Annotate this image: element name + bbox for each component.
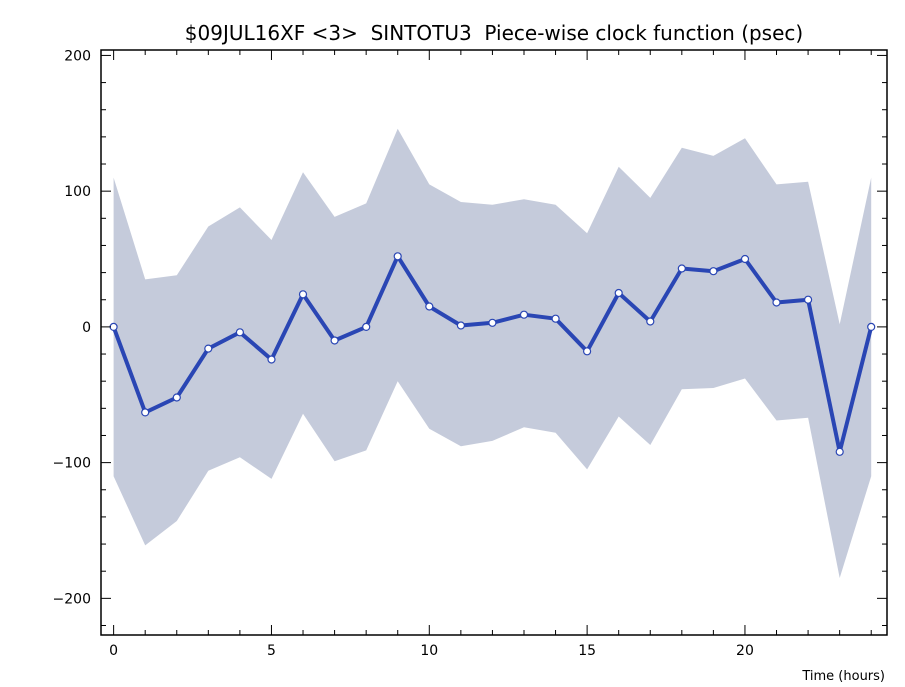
series-layer (109, 252, 876, 456)
data-point (141, 408, 150, 417)
tick-layer: −200 −100 0 100 200 0 5 10 15 20 (53, 48, 887, 659)
data-point (646, 317, 655, 326)
data-point (204, 344, 213, 353)
data-point (740, 254, 750, 264)
data-point (109, 322, 118, 331)
plot-frame (100, 49, 888, 636)
data-point (867, 322, 876, 331)
data-point (772, 298, 781, 307)
x-axis-label: Time (hours) (801, 669, 885, 684)
uncertainty-band (113, 128, 872, 578)
x-tick-label: 15 (578, 643, 596, 659)
data-point (362, 322, 371, 331)
data-point (235, 328, 244, 337)
x-tick-label: 5 (267, 643, 276, 659)
data-point (551, 314, 560, 323)
data-point (582, 347, 592, 356)
data-point (425, 302, 434, 311)
data-point (172, 393, 181, 402)
x-tick-label: 20 (736, 643, 754, 659)
data-point (488, 318, 497, 327)
data-point (709, 267, 718, 276)
x-tick-label: 10 (420, 643, 438, 659)
data-point (677, 264, 686, 273)
data-point (393, 252, 402, 261)
data-point (267, 355, 276, 364)
y-tick-label: 100 (64, 184, 91, 200)
data-point (519, 310, 529, 319)
chart-title: $09JUL16XF <3> SINTOTU3 Piece-wise clock… (185, 21, 803, 45)
data-point (803, 295, 813, 304)
data-point (835, 447, 844, 456)
y-tick-label: 0 (82, 320, 91, 336)
y-tick-label: 200 (64, 48, 91, 64)
data-point (614, 288, 623, 298)
data-point (330, 336, 339, 345)
uncertainty-band-layer (113, 128, 872, 578)
data-point (456, 321, 465, 330)
y-tick-label: −100 (53, 456, 91, 472)
y-tick-label: −200 (53, 591, 91, 607)
x-tick-label: 0 (109, 643, 118, 659)
data-point (298, 290, 308, 299)
